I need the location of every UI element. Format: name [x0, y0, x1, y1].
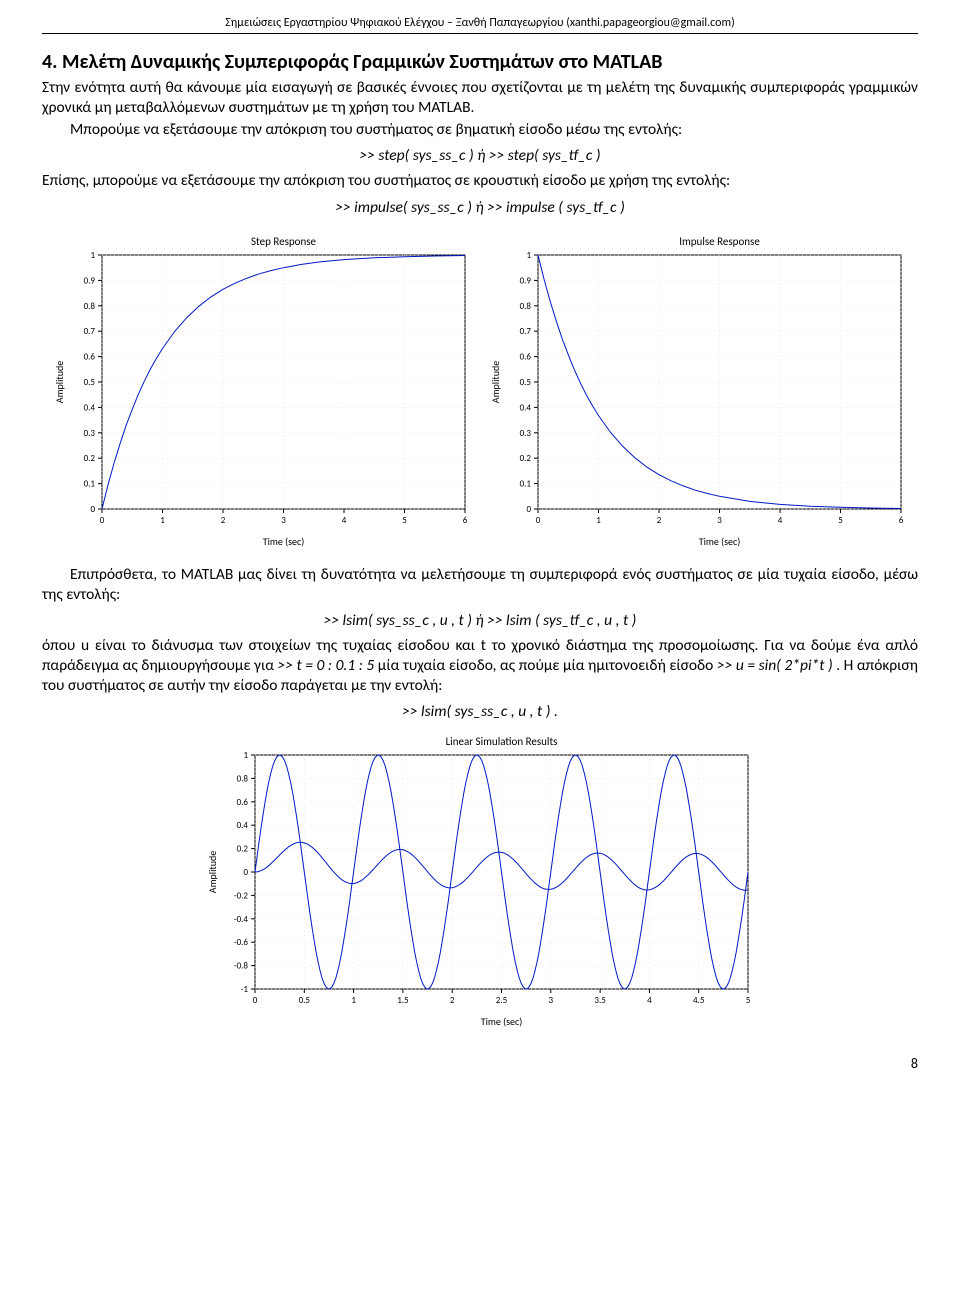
svg-text:-0.8: -0.8: [234, 961, 249, 972]
cmd-step: >> step( sys_ss_c ) ή >> step( sys_tf_c …: [42, 146, 918, 165]
svg-text:1: 1: [596, 515, 601, 526]
svg-text:1: 1: [160, 515, 165, 526]
section-title: 4. Μελέτη Δυναμικής Συμπεριφοράς Γραμμικ…: [42, 50, 918, 74]
svg-text:0.8: 0.8: [520, 300, 532, 311]
svg-text:0.4: 0.4: [237, 820, 249, 831]
svg-text:0.6: 0.6: [520, 351, 532, 362]
svg-text:2: 2: [221, 515, 226, 526]
svg-text:0.4: 0.4: [520, 402, 532, 413]
svg-text:2.5: 2.5: [496, 995, 508, 1006]
svg-text:0.5: 0.5: [84, 377, 96, 388]
svg-text:Impulse Response: Impulse Response: [679, 235, 760, 248]
paragraph-5: όπου u είναι το διάνυσμα των στοιχείων τ…: [42, 636, 918, 696]
svg-text:0.2: 0.2: [237, 844, 249, 855]
svg-text:4: 4: [647, 995, 652, 1006]
svg-text:3.5: 3.5: [594, 995, 606, 1006]
svg-text:0.6: 0.6: [237, 797, 249, 808]
cmd-u: >> u = sin( 2*pi*t ): [717, 656, 833, 675]
svg-text:0.5: 0.5: [520, 377, 532, 388]
page-number: 8: [42, 1055, 918, 1072]
svg-text:0.8: 0.8: [84, 300, 96, 311]
svg-text:4.5: 4.5: [693, 995, 705, 1006]
svg-text:0.3: 0.3: [84, 427, 96, 438]
svg-text:-0.6: -0.6: [234, 937, 249, 948]
svg-text:0.1: 0.1: [84, 478, 96, 489]
svg-text:2: 2: [450, 995, 455, 1006]
svg-text:4: 4: [778, 515, 783, 526]
svg-text:3: 3: [549, 995, 554, 1006]
svg-text:0: 0: [526, 504, 531, 515]
svg-text:-1: -1: [241, 984, 249, 995]
paragraph-5b: μία τυχαία είσοδο, ας πούμε μία ημιτονοε…: [374, 656, 717, 675]
svg-text:1: 1: [351, 995, 356, 1006]
svg-text:Step Response: Step Response: [251, 235, 317, 248]
doc-header: Σημειώσεις Εργαστηρίου Ψηφιακού Ελέγχου …: [42, 16, 918, 34]
svg-text:0.2: 0.2: [84, 453, 96, 464]
svg-text:0: 0: [243, 867, 248, 878]
svg-text:0.2: 0.2: [520, 453, 532, 464]
svg-text:Time (sec): Time (sec): [481, 1015, 523, 1028]
svg-text:Time (sec): Time (sec): [699, 535, 741, 548]
svg-text:5: 5: [402, 515, 407, 526]
svg-text:1: 1: [243, 750, 248, 761]
svg-text:6: 6: [899, 515, 904, 526]
cmd-impulse: >> impulse( sys_ss_c ) ή >> impulse ( sy…: [42, 198, 918, 217]
cmd-lsim: >> lsim( sys_ss_c , u , t ) ή >> lsim ( …: [42, 611, 918, 630]
svg-text:0.9: 0.9: [84, 275, 96, 286]
svg-text:-0.2: -0.2: [234, 891, 249, 902]
lsim-chart: 0 0.5 1 1.5 2 2.5 3 3.5 4 4.5 5 -1 -0.8 -0.6 -0.4 -0.2 0…: [200, 731, 760, 1031]
svg-text:0.6: 0.6: [84, 351, 96, 362]
svg-text:0.3: 0.3: [520, 427, 532, 438]
svg-text:2: 2: [657, 515, 662, 526]
svg-text:Linear Simulation Results: Linear Simulation Results: [446, 735, 558, 748]
paragraph-4: Επιπρόσθετα, το MATLAB μας δίνει τη δυνα…: [42, 565, 918, 605]
svg-text:0: 0: [536, 515, 541, 526]
cmd-t: >> t = 0 : 0.1 : 5: [278, 656, 375, 675]
svg-text:0.8: 0.8: [237, 774, 249, 785]
svg-text:4: 4: [342, 515, 347, 526]
svg-text:0.7: 0.7: [84, 326, 96, 337]
svg-text:5: 5: [838, 515, 843, 526]
svg-text:0.5: 0.5: [299, 995, 311, 1006]
step-response-chart: 0 1 2 3 4 5 6 0 0.1 0.2 0.3 0.4 0.5 0.6 0.7 0.8 0.9 1 Step…: [47, 231, 477, 551]
svg-text:Amplitude: Amplitude: [206, 851, 219, 893]
svg-text:Time (sec): Time (sec): [263, 535, 305, 548]
paragraph-1: Στην ενότητα αυτή θα κάνουμε μία εισαγωγ…: [42, 78, 918, 118]
svg-text:Amplitude: Amplitude: [53, 360, 66, 402]
svg-text:0: 0: [100, 515, 105, 526]
cmd-lsim2: >> lsim( sys_ss_c , u , t ) .: [42, 702, 918, 721]
svg-text:6: 6: [463, 515, 468, 526]
svg-text:3: 3: [717, 515, 722, 526]
svg-text:5: 5: [746, 995, 751, 1006]
svg-text:1.5: 1.5: [397, 995, 409, 1006]
impulse-response-chart: 0 1 2 3 4 5 6 0 0.1 0.2 0.3 0.4 0.5 0.6 0.7 0.8 0.9 1 Impu…: [483, 231, 913, 551]
svg-text:1: 1: [90, 250, 95, 261]
svg-text:0.1: 0.1: [520, 478, 532, 489]
svg-text:0: 0: [90, 504, 95, 515]
svg-text:0.4: 0.4: [84, 402, 96, 413]
svg-text:0.7: 0.7: [520, 326, 532, 337]
svg-text:3: 3: [281, 515, 286, 526]
svg-text:1: 1: [526, 250, 531, 261]
paragraph-3: Επίσης, μπορούμε να εξετάσουμε την απόκρ…: [42, 171, 918, 191]
svg-text:0.9: 0.9: [520, 275, 532, 286]
svg-text:0: 0: [253, 995, 258, 1006]
paragraph-2: Μπορούμε να εξετάσουμε την απόκριση του …: [42, 120, 918, 140]
svg-text:Amplitude: Amplitude: [489, 360, 502, 402]
svg-text:-0.4: -0.4: [234, 914, 249, 925]
